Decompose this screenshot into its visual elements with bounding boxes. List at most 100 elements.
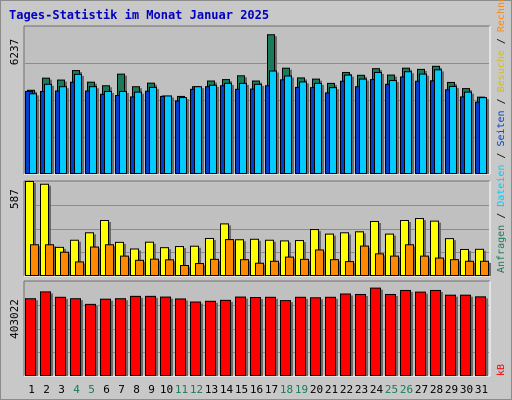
max-label-panel-1: 6237 [8,39,21,66]
bar-rechner-day-27 [420,255,431,277]
bar-rechner-day-19 [300,258,311,276]
bar-kb-day-8 [130,295,143,377]
bar-rechner-day-11 [180,264,191,277]
bar-dateien-day-23-body [359,78,367,174]
day-label-23: 23 [355,383,368,396]
bar-kb-day-8-body [130,295,141,377]
bar-besuche-day-13 [205,237,216,277]
bar-dateien-day-24 [374,71,384,174]
bar-rechner-day-29-body [450,259,459,276]
bar-kb-day-7-body [115,298,126,376]
bar-besuche-day-15-body [235,239,244,276]
bar-rechner-day-17 [270,260,281,276]
bar-rechner-day-2-body [45,244,54,277]
bar-rechner-day-3-body [60,251,69,276]
bar-dateien-day-13 [209,84,219,174]
day-label-9: 9 [148,383,155,396]
bar-rechner-day-19-body [300,258,309,276]
bar-rechner-day-20-body [315,249,324,277]
bar-kb-day-30 [460,294,473,377]
bar-rechner-day-26 [405,244,416,277]
bar-kb-day-24 [370,287,383,376]
bar-dateien-day-16 [254,83,264,174]
bar-dateien-day-3 [59,86,69,174]
bar-rechner-day-5 [90,246,101,277]
bar-rechner-day-13 [210,258,221,276]
bar-besuche-day-25-body [385,233,394,277]
bar-dateien-day-21 [329,87,339,174]
bar-besuche-day-13-body [205,237,214,277]
day-label-24: 24 [370,383,384,396]
bar-rechner-day-6-body [105,244,114,277]
bar-kb-day-30-body [460,294,471,377]
bar-dateien-day-7 [119,90,129,174]
bar-kb-day-25-body [385,293,396,376]
legend-item-kb: kB [496,364,507,376]
bar-kb-day-10-body [160,296,171,376]
bar-rechner-day-11-body [180,264,189,277]
day-label-18: 18 [280,383,293,396]
bar-dateien-day-22-body [344,74,352,174]
bar-dateien-day-8 [134,91,144,174]
right-legend: Anfragen / Dateien / Seiten / Besuche / … [496,0,507,273]
legend-item-7: Besuche [496,50,507,92]
bar-kb-day-26-body [400,289,411,377]
bar-dateien-day-13-body [209,84,217,174]
day-label-17: 17 [265,383,278,396]
bar-kb-day-26 [400,289,413,377]
bar-kb-day-5 [85,303,98,376]
bar-kb-day-19-body [295,296,306,376]
legend-item-3: Dateien [496,165,507,207]
bar-dateien-day-10 [164,95,174,174]
legend-item-2: / [496,207,507,225]
bar-rechner-day-7-body [120,255,129,277]
bar-dateien-day-5 [89,86,99,174]
bar-besuche-day-17 [265,239,276,276]
bar-besuche-day-24-body [370,220,379,276]
day-label-1: 1 [28,383,35,396]
bar-rechner-day-17-body [270,260,279,276]
bar-kb-day-15 [235,296,248,376]
bar-besuche-day-17-body [265,239,274,276]
bar-rechner-day-27-body [420,255,429,277]
bar-kb-day-11 [175,298,188,376]
bar-dateien-day-2-body [44,83,52,174]
day-label-28: 28 [430,383,443,396]
bar-dateien-day-24-body [374,71,382,174]
bar-kb-day-4-body [70,298,81,376]
bar-dateien-day-30 [464,91,474,174]
bar-rechner-day-16 [255,262,266,276]
bar-besuche-day-12 [190,245,201,277]
legend-item-6: / [496,92,507,110]
bar-rechner-day-30-body [465,260,474,276]
bar-rechner-day-8-body [135,259,144,276]
bar-kb-day-22 [340,293,353,376]
chart-title: Tages-Statistik im Monat Januar 2025 [9,8,270,22]
bar-kb-day-23-body [355,293,366,376]
bar-besuche-day-22-body [340,232,349,276]
bar-dateien-day-11-body [179,97,187,174]
day-label-14: 14 [220,383,234,396]
bar-kb-day-9 [145,295,158,377]
bar-rechner-day-31 [480,260,491,276]
bar-rechner-day-1 [30,244,41,277]
bar-rechner-day-10 [165,259,176,277]
bar-kb-day-31 [475,296,488,377]
bar-dateien-day-4-body [74,73,82,174]
day-label-7: 7 [118,383,125,396]
day-label-6: 6 [103,383,110,396]
bar-kb-day-6 [100,298,113,376]
bar-dateien-day-6-body [104,90,112,174]
max-label-panel-3: 403022 [8,299,21,339]
bar-besuche-day-12-body [190,245,199,277]
bar-kb-day-21 [325,296,338,376]
bar-kb-day-23 [355,293,368,376]
bar-kb-day-27 [415,291,428,376]
day-label-16: 16 [250,383,263,396]
bar-dateien-day-25-body [389,80,397,174]
bar-dateien-day-7-body [119,90,127,174]
bar-besuche-day-21 [325,233,336,277]
bar-kb-day-25 [385,293,398,376]
bar-rechner-day-8 [135,259,146,276]
